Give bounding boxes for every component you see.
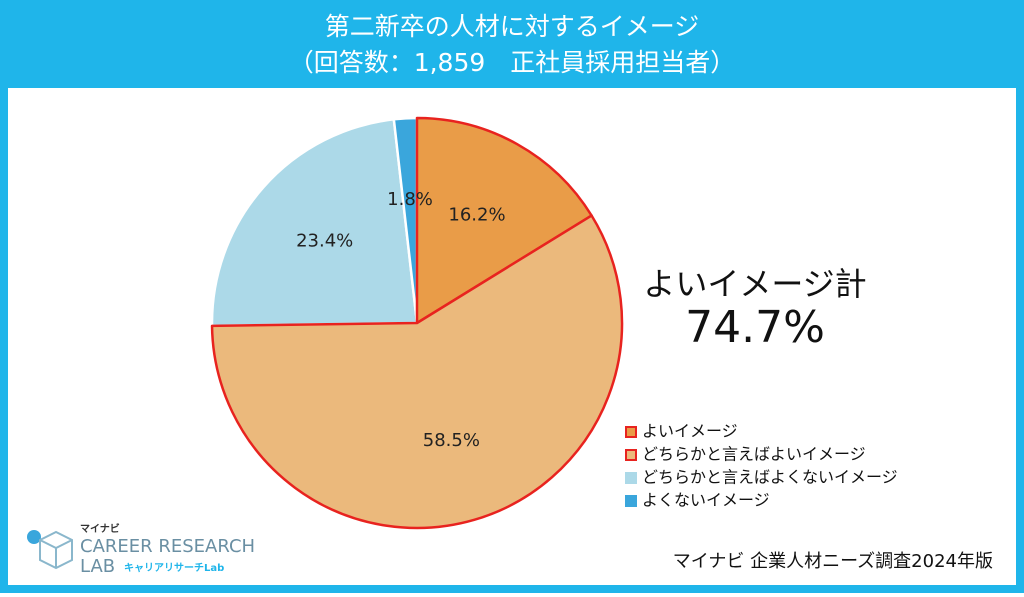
legend-swatch [625, 472, 637, 484]
pie-slice [210, 118, 419, 328]
legend-label: どちらかと言えばよいイメージ [642, 445, 866, 464]
legend-swatch [625, 426, 637, 438]
data-label: 16.2% [448, 205, 505, 226]
logo-name: CAREER RESEARCH [80, 536, 255, 557]
chart-subtitle: （回答数：1,859 正社員採用担当者） [289, 48, 736, 77]
logo-name: LAB [80, 556, 115, 577]
legend-label: よくないイメージ [642, 491, 770, 510]
chart-title: 第二新卒の人材に対するイメージ [325, 12, 700, 41]
logo-brand: マイナビ [80, 522, 120, 535]
pie-slice [210, 214, 624, 530]
data-label: 58.5% [423, 430, 480, 451]
data-label: 23.4% [296, 231, 353, 252]
source: マイナビ 企業人材ニーズ調査2024年版 [673, 551, 993, 572]
logo: マイナビ CAREER RESEARCH LAB キャリアリサーチLab [27, 522, 255, 577]
legend-label: よいイメージ [642, 422, 738, 441]
logo-sub: キャリアリサーチLab [124, 562, 224, 574]
logo-cube [39, 530, 73, 570]
logo-dot [27, 530, 41, 544]
legend-label: どちらかと言えばよくないイメージ [642, 468, 898, 487]
annotation-value: 74.7% [685, 302, 825, 353]
data-label: 1.8% [387, 189, 433, 210]
legend-swatch [625, 449, 637, 461]
legend-swatch [625, 495, 637, 507]
pie-slice [415, 116, 593, 325]
annotation-label: よいイメージ計 [643, 265, 866, 303]
